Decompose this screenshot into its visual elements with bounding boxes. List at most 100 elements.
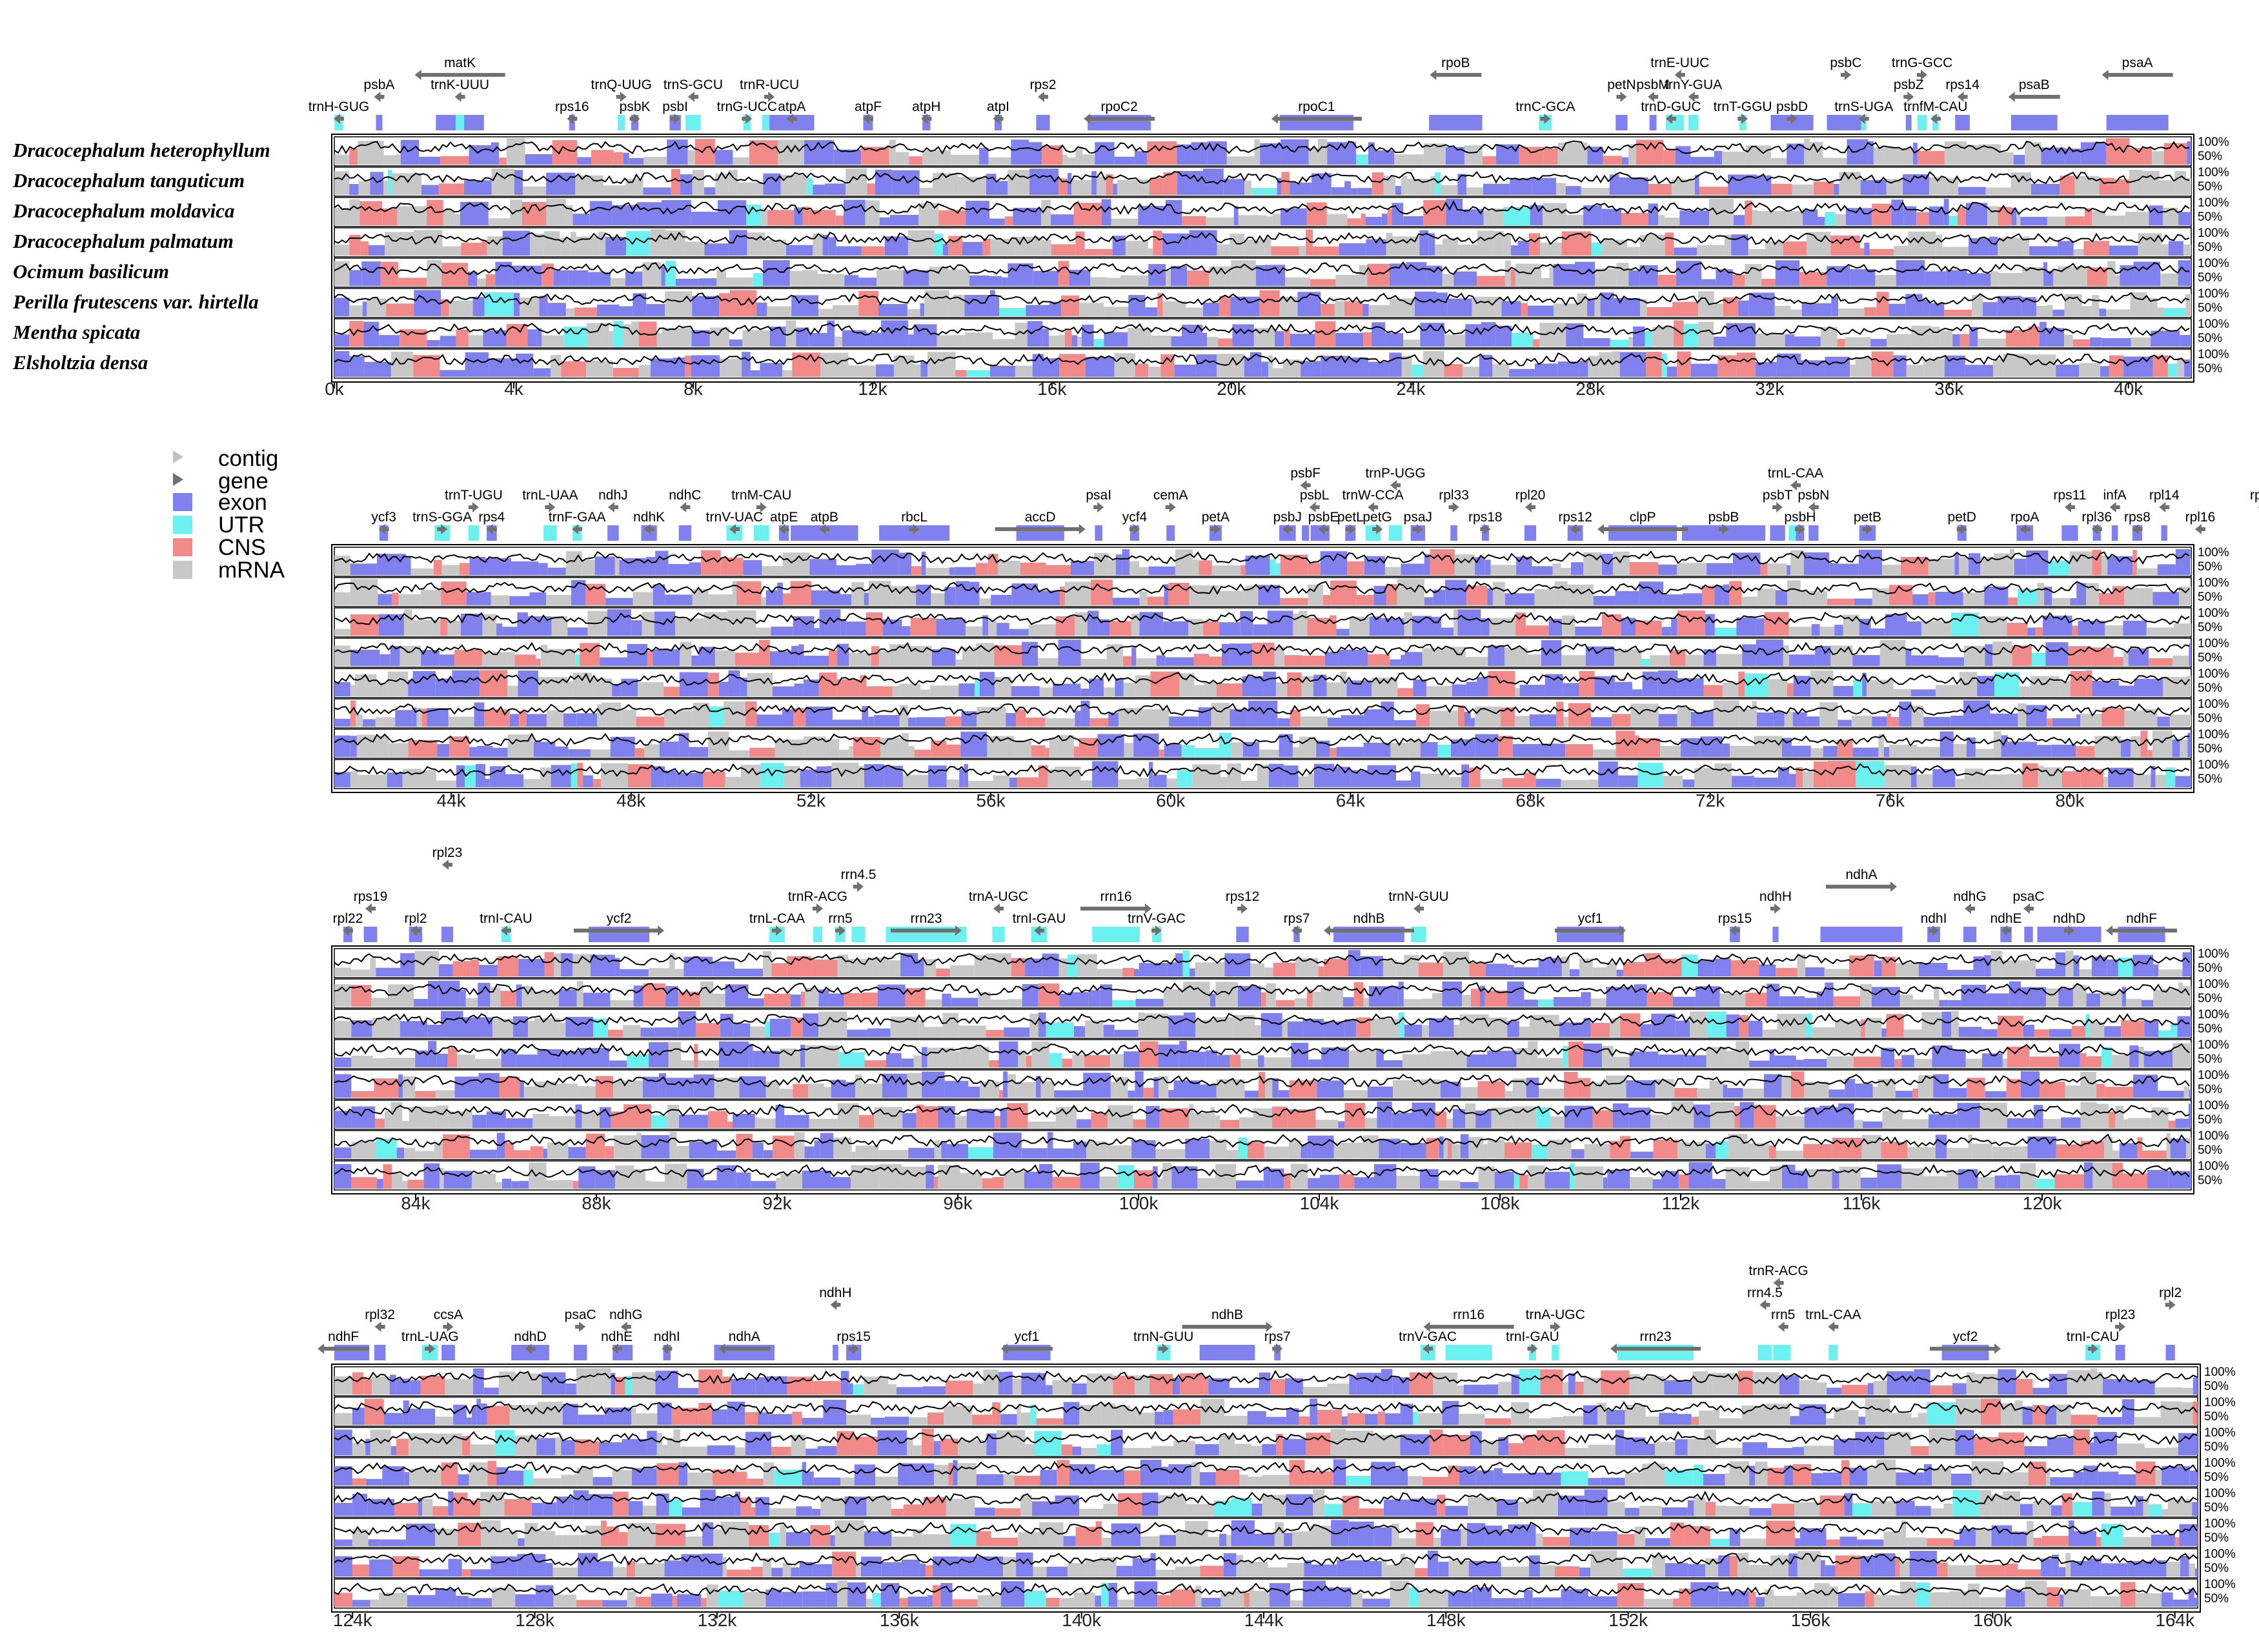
conservation-region [392, 173, 421, 195]
conservation-region [1173, 1378, 1180, 1395]
gene-label: psaC [2012, 889, 2044, 904]
conservation-region [578, 1553, 598, 1576]
conservation-region [1833, 1107, 1839, 1128]
conservation-region [1248, 700, 1278, 727]
conservation-region [439, 964, 453, 976]
conservation-region [523, 186, 547, 195]
conservation-region [1128, 1090, 1135, 1098]
conservation-region [1230, 1054, 1241, 1067]
conservation-region [1950, 612, 1979, 636]
conservation-region [750, 1026, 765, 1037]
percent-100-label: 100% [2198, 1038, 2229, 1052]
conservation-region [2053, 270, 2058, 286]
gene-label: psbA [364, 77, 395, 92]
conservation-region [689, 1142, 712, 1158]
conservation-region [476, 1398, 481, 1425]
conservation-region [891, 1536, 913, 1546]
conservation-region [1420, 773, 1450, 787]
species-track-7: 100%50% [334, 317, 2229, 348]
conservation-region [1015, 236, 1042, 256]
conservation-region [2045, 1405, 2056, 1425]
conservation-region [931, 593, 945, 605]
conservation-region [2058, 266, 2087, 286]
identity-curve [334, 1073, 2190, 1088]
conservation-region [949, 567, 955, 575]
conservation-region [1340, 671, 1347, 696]
conservation-region [1645, 952, 1661, 976]
conservation-region [1893, 355, 1907, 377]
conservation-region [2121, 1020, 2145, 1037]
conservation-region [1645, 331, 1653, 347]
conservation-region [756, 627, 771, 636]
conservation-region [975, 678, 980, 696]
conservation-region [1921, 1058, 1932, 1067]
conservation-region [508, 1470, 524, 1486]
conservation-region [800, 769, 816, 787]
conservation-region [862, 706, 869, 727]
conservation-region [995, 296, 1000, 316]
conservation-region [1968, 1134, 1972, 1158]
conservation-region [1703, 1474, 1725, 1486]
conservation-region [334, 718, 350, 727]
conservation-region [1872, 203, 1892, 225]
conservation-region [1221, 777, 1228, 787]
conservation-region [1140, 1459, 1162, 1486]
conservation-region [922, 1071, 945, 1098]
conservation-region [891, 170, 920, 195]
conservation-region [1226, 1535, 1231, 1546]
conservation-region [1685, 654, 1704, 666]
conservation-region [1778, 767, 1790, 787]
feature-psbn [1808, 525, 1819, 541]
conservation-region [407, 1595, 436, 1607]
legend-utr-label: UTR [218, 512, 265, 538]
conservation-region [731, 1378, 756, 1395]
conservation-region [1690, 157, 1714, 165]
gene-arrow [1903, 92, 1914, 102]
conservation-region [627, 1054, 649, 1067]
conservation-region [1227, 763, 1241, 787]
conservation-region [593, 1476, 613, 1486]
conservation-region [876, 270, 904, 286]
conservation-region [466, 592, 491, 605]
conservation-region [2118, 1474, 2136, 1486]
conservation-region [1561, 567, 1571, 575]
gene-label: rpl23 [432, 845, 463, 860]
conservation-region [1017, 777, 1038, 787]
conservation-region [1437, 744, 1452, 757]
conservation-region [456, 1595, 469, 1607]
axis-tick-label: 152k [1608, 1610, 1648, 1630]
conservation-region [593, 779, 602, 787]
conservation-region [1787, 580, 1801, 605]
percent-50-label: 50% [2198, 560, 2222, 574]
conservation-region [421, 770, 436, 787]
conservation-region [1128, 328, 1151, 347]
conservation-region [753, 273, 764, 286]
gene-label: matK [444, 55, 476, 70]
conservation-region [1200, 1084, 1217, 1098]
conservation-region [2155, 1469, 2162, 1486]
conservation-region [2173, 1599, 2189, 1607]
conservation-region [691, 655, 699, 666]
gene-arrow [1423, 1344, 1433, 1354]
conservation-region [2123, 620, 2147, 636]
conservation-region [968, 780, 993, 787]
gene-label: trnS-GCU [664, 77, 723, 92]
conservation-region [1557, 142, 1588, 165]
conservation-region [2171, 1023, 2178, 1037]
conservation-region [975, 563, 988, 575]
conservation-region [1710, 1538, 1730, 1546]
conservation-region [1210, 1140, 1215, 1158]
conservation-region [2157, 564, 2176, 575]
conservation-region [998, 1041, 1018, 1067]
conservation-region [1442, 1400, 1459, 1425]
conservation-region [1304, 1471, 1333, 1486]
conservation-region [1150, 671, 1180, 696]
conservation-region [773, 686, 795, 696]
conservation-region [2089, 1022, 2105, 1037]
axis-tick-label: 60k [1156, 791, 1186, 811]
conservation-region [1825, 212, 1836, 225]
conservation-region [374, 1118, 385, 1128]
conservation-region [351, 969, 370, 976]
conservation-region [2047, 718, 2052, 727]
conservation-region [802, 1591, 826, 1607]
